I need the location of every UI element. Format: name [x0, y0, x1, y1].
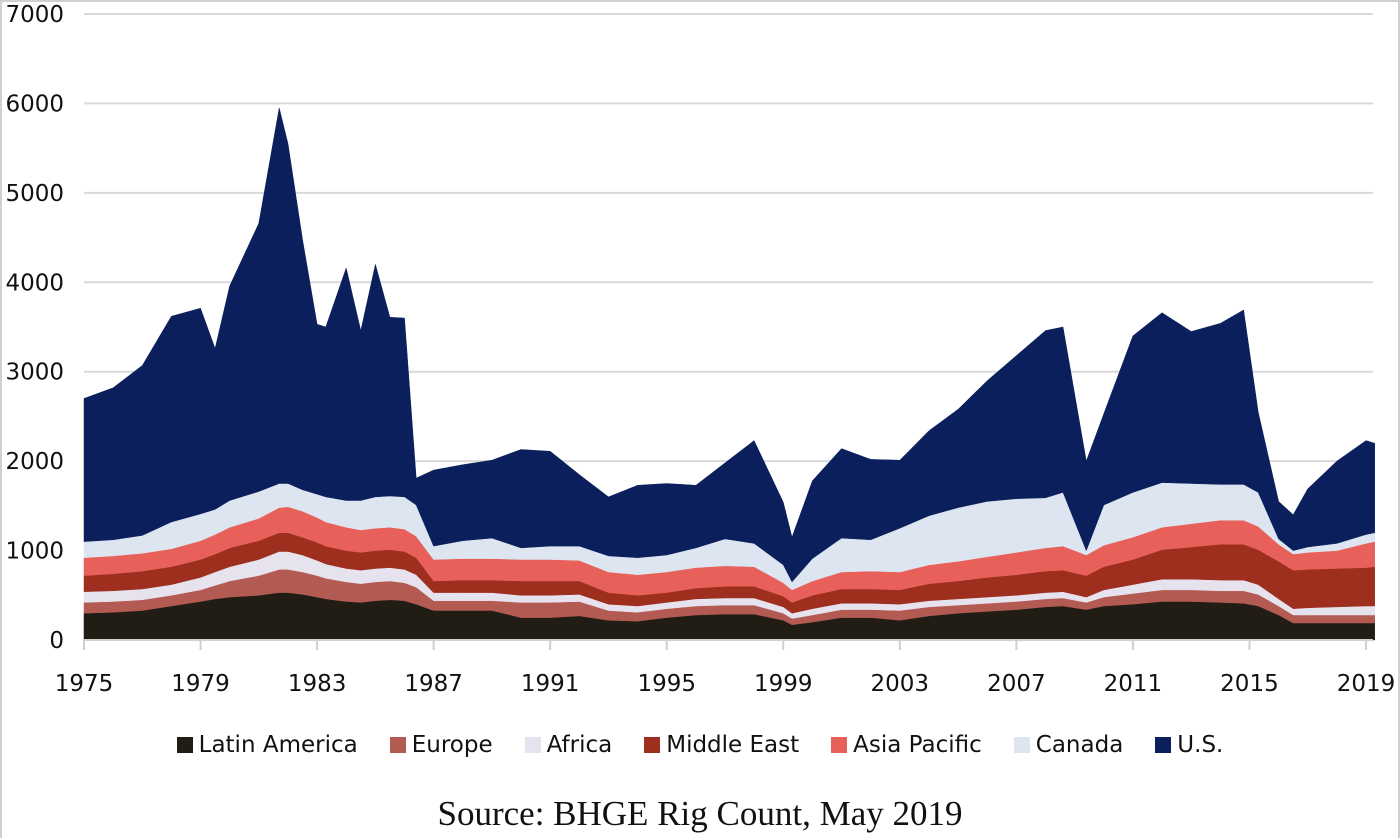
y-axis-ticks: 0 1000 2000 3000 4000 5000 6000 7000	[5, 2, 64, 654]
legend-item-latin-america: Latin America	[176, 732, 358, 758]
x-tick-label: 1999	[754, 671, 813, 697]
legend-item-us: U.S.	[1155, 732, 1223, 758]
area-series	[83, 107, 1375, 641]
x-tick-label: 2019	[1337, 671, 1396, 697]
x-tick-label: 1987	[404, 671, 463, 697]
legend-label: Latin America	[198, 732, 358, 758]
x-tick-label: 1979	[171, 671, 230, 697]
legend-label: Europe	[411, 732, 493, 758]
source-caption: Source: BHGE Rig Count, May 2019	[437, 794, 963, 833]
legend-item-asia-pacific: Asia Pacific	[831, 732, 982, 758]
x-tick-label: 1991	[521, 671, 580, 697]
legend-swatch	[644, 737, 661, 753]
x-tick-label: 2015	[1220, 671, 1279, 697]
y-tick-label: 3000	[5, 360, 64, 386]
legend-item-middle-east: Middle East	[644, 732, 799, 758]
x-tick-label: 2011	[1104, 671, 1163, 697]
legend-label: Asia Pacific	[853, 732, 982, 758]
legend: Latin America Europe Africa Middle East …	[0, 732, 1400, 758]
legend-swatch	[524, 737, 541, 753]
legend-swatch	[1155, 737, 1172, 753]
legend-label: U.S.	[1177, 732, 1224, 758]
x-tick-label: 1975	[55, 671, 114, 697]
legend-item-canada: Canada	[1013, 732, 1124, 758]
y-tick-label: 6000	[5, 91, 64, 117]
legend-label: Middle East	[666, 732, 800, 758]
y-tick-label: 1000	[5, 539, 64, 565]
x-axis-ticks: 1975 1979 1983 1987 1991 1995 1999 2003 2007 2011…	[55, 640, 1396, 697]
legend-label: Africa	[546, 732, 613, 758]
x-tick-label: 1983	[288, 671, 347, 697]
legend-item-africa: Africa	[524, 732, 613, 758]
legend-label: Canada	[1035, 732, 1124, 758]
legend-swatch	[831, 737, 848, 753]
y-tick-label: 2000	[5, 449, 64, 475]
legend-item-europe: Europe	[389, 732, 493, 758]
legend-swatch	[1013, 737, 1030, 753]
x-tick-label: 1995	[637, 671, 696, 697]
x-tick-label: 2007	[987, 671, 1046, 697]
legend-swatch	[389, 737, 406, 753]
y-tick-label: 5000	[5, 181, 64, 207]
y-tick-label: 7000	[5, 2, 64, 28]
area-u-s	[83, 107, 1375, 583]
y-tick-label: 4000	[5, 270, 64, 296]
x-tick-label: 2003	[871, 671, 930, 697]
y-tick-label: 0	[49, 628, 64, 654]
legend-swatch	[176, 737, 193, 753]
